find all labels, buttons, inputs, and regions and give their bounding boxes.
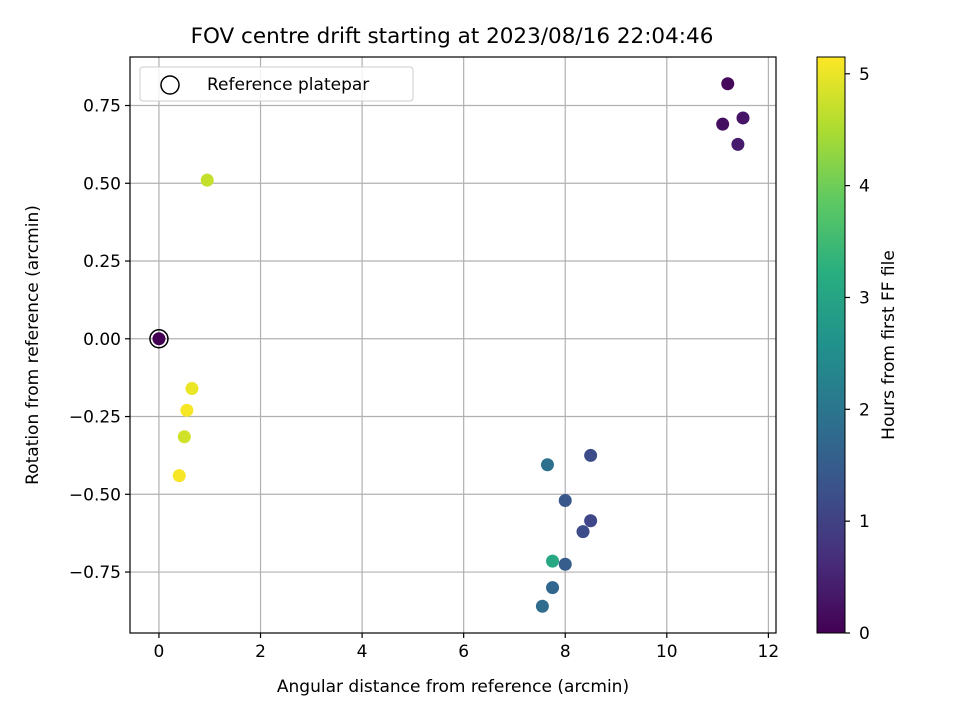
x-tick-label: 12 bbox=[758, 642, 780, 662]
colorbar-tick-label: 4 bbox=[859, 177, 870, 197]
colorbar-label: Hours from first FF file bbox=[879, 250, 899, 440]
data-point bbox=[546, 554, 560, 568]
colorbar-tick-label: 3 bbox=[859, 288, 870, 308]
colorbar-ticks: 0 1 2 3 4 5 bbox=[845, 65, 870, 644]
data-point bbox=[185, 382, 199, 396]
grid bbox=[130, 57, 776, 633]
colorbar-tick-label: 0 bbox=[859, 624, 870, 644]
x-tick-label: 2 bbox=[255, 642, 266, 662]
y-tick-label: −0.25 bbox=[69, 408, 121, 428]
colorbar bbox=[816, 56, 846, 634]
data-point bbox=[721, 77, 735, 91]
colorbar-tick-label: 2 bbox=[859, 400, 870, 420]
y-tick-label: 0.50 bbox=[83, 174, 121, 194]
data-point bbox=[200, 173, 214, 187]
y-tick-label: 0.25 bbox=[83, 252, 121, 272]
data-point bbox=[540, 458, 554, 472]
plot-frame bbox=[129, 56, 777, 634]
data-point bbox=[177, 430, 191, 444]
data-point bbox=[172, 469, 186, 483]
data-point bbox=[152, 332, 166, 346]
legend-entry-label: Reference platepar bbox=[207, 75, 369, 95]
x-tick-label: 0 bbox=[154, 642, 165, 662]
y-axis-ticks: 0.75 0.50 0.25 0.00 −0.25 −0.50 −0.75 bbox=[69, 97, 130, 583]
colorbar-tick-label: 5 bbox=[859, 65, 870, 85]
x-tick-label: 8 bbox=[560, 642, 571, 662]
data-point bbox=[584, 448, 598, 462]
x-axis-label: Angular distance from reference (arcmin) bbox=[277, 677, 629, 697]
chart-title: FOV centre drift starting at 2023/08/16 … bbox=[191, 24, 714, 49]
data-point bbox=[716, 117, 730, 131]
y-tick-label: 0.75 bbox=[83, 97, 121, 117]
x-tick-label: 4 bbox=[357, 642, 368, 662]
y-axis-label: Rotation from reference (arcmin) bbox=[23, 205, 43, 485]
y-tick-label: 0.00 bbox=[83, 330, 121, 350]
data-point bbox=[535, 599, 549, 613]
legend-reference-marker bbox=[160, 75, 180, 95]
y-tick-label: −0.75 bbox=[69, 563, 121, 583]
data-point bbox=[546, 581, 560, 595]
data-point bbox=[736, 111, 750, 125]
data-point bbox=[584, 514, 598, 528]
data-point bbox=[558, 494, 572, 508]
legend: Reference platepar bbox=[139, 66, 414, 102]
data-point bbox=[558, 557, 572, 571]
x-axis-ticks: 0 2 4 6 8 10 12 bbox=[154, 633, 780, 662]
y-tick-label: −0.50 bbox=[69, 485, 121, 505]
data-point bbox=[576, 525, 590, 539]
x-tick-label: 10 bbox=[656, 642, 678, 662]
reference-platepar-marker bbox=[149, 329, 169, 349]
scatter-points bbox=[152, 77, 750, 613]
data-point bbox=[731, 137, 745, 151]
data-point bbox=[180, 403, 194, 417]
colorbar-tick-label: 1 bbox=[859, 512, 870, 532]
x-tick-label: 6 bbox=[458, 642, 469, 662]
legend-box bbox=[139, 66, 414, 102]
